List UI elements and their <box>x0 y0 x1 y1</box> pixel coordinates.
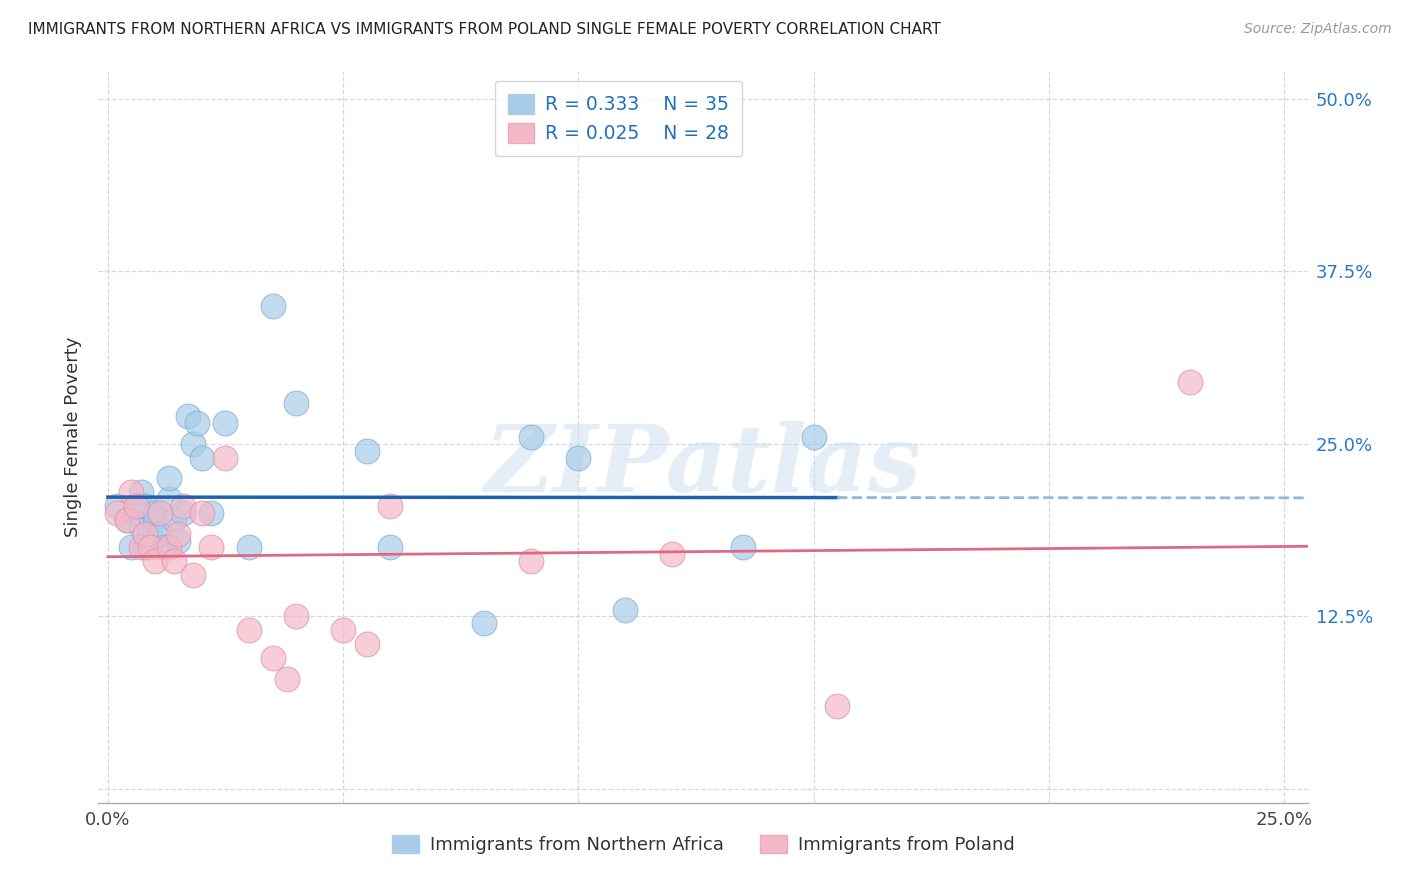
Point <box>134 526 156 541</box>
Point <box>139 526 162 541</box>
Point <box>105 506 128 520</box>
Point <box>186 417 208 431</box>
Point <box>825 699 848 714</box>
Point <box>163 554 186 568</box>
Point <box>238 624 260 638</box>
Point <box>177 409 200 424</box>
Legend: Immigrants from Northern Africa, Immigrants from Poland: Immigrants from Northern Africa, Immigra… <box>382 826 1024 863</box>
Point <box>129 541 152 555</box>
Point <box>285 395 308 409</box>
Point <box>139 541 162 555</box>
Point <box>143 506 166 520</box>
Point <box>157 492 180 507</box>
Point <box>378 499 401 513</box>
Point <box>200 506 222 520</box>
Point <box>332 624 354 638</box>
Point <box>172 506 194 520</box>
Point <box>661 548 683 562</box>
Point <box>167 526 190 541</box>
Text: ZIPatlas: ZIPatlas <box>485 421 921 511</box>
Text: IMMIGRANTS FROM NORTHERN AFRICA VS IMMIGRANTS FROM POLAND SINGLE FEMALE POVERTY : IMMIGRANTS FROM NORTHERN AFRICA VS IMMIG… <box>28 22 941 37</box>
Point <box>803 430 825 444</box>
Point <box>134 499 156 513</box>
Point <box>157 541 180 555</box>
Point <box>129 485 152 500</box>
Point <box>143 554 166 568</box>
Point <box>276 672 298 686</box>
Point <box>181 568 204 582</box>
Point <box>262 651 284 665</box>
Point <box>143 513 166 527</box>
Point <box>238 541 260 555</box>
Point <box>1178 375 1201 389</box>
Point <box>125 499 148 513</box>
Point <box>129 520 152 534</box>
Point <box>167 533 190 548</box>
Point <box>285 609 308 624</box>
Point <box>115 513 138 527</box>
Point <box>134 541 156 555</box>
Point <box>149 506 172 520</box>
Point <box>153 541 176 555</box>
Point <box>120 485 142 500</box>
Point <box>567 450 589 465</box>
Point <box>614 602 637 616</box>
Point <box>356 637 378 651</box>
Point <box>472 616 495 631</box>
Point <box>191 506 214 520</box>
Point <box>731 541 754 555</box>
Point <box>262 299 284 313</box>
Point <box>214 417 236 431</box>
Point <box>115 513 138 527</box>
Point <box>172 499 194 513</box>
Point <box>214 450 236 465</box>
Text: Source: ZipAtlas.com: Source: ZipAtlas.com <box>1244 22 1392 37</box>
Point <box>200 541 222 555</box>
Point <box>520 554 543 568</box>
Point <box>157 471 180 485</box>
Point <box>125 506 148 520</box>
Point <box>191 450 214 465</box>
Point <box>149 526 172 541</box>
Y-axis label: Single Female Poverty: Single Female Poverty <box>63 337 82 537</box>
Point <box>520 430 543 444</box>
Point <box>378 541 401 555</box>
Point <box>120 541 142 555</box>
Point <box>356 443 378 458</box>
Point <box>105 499 128 513</box>
Point <box>163 513 186 527</box>
Point <box>181 437 204 451</box>
